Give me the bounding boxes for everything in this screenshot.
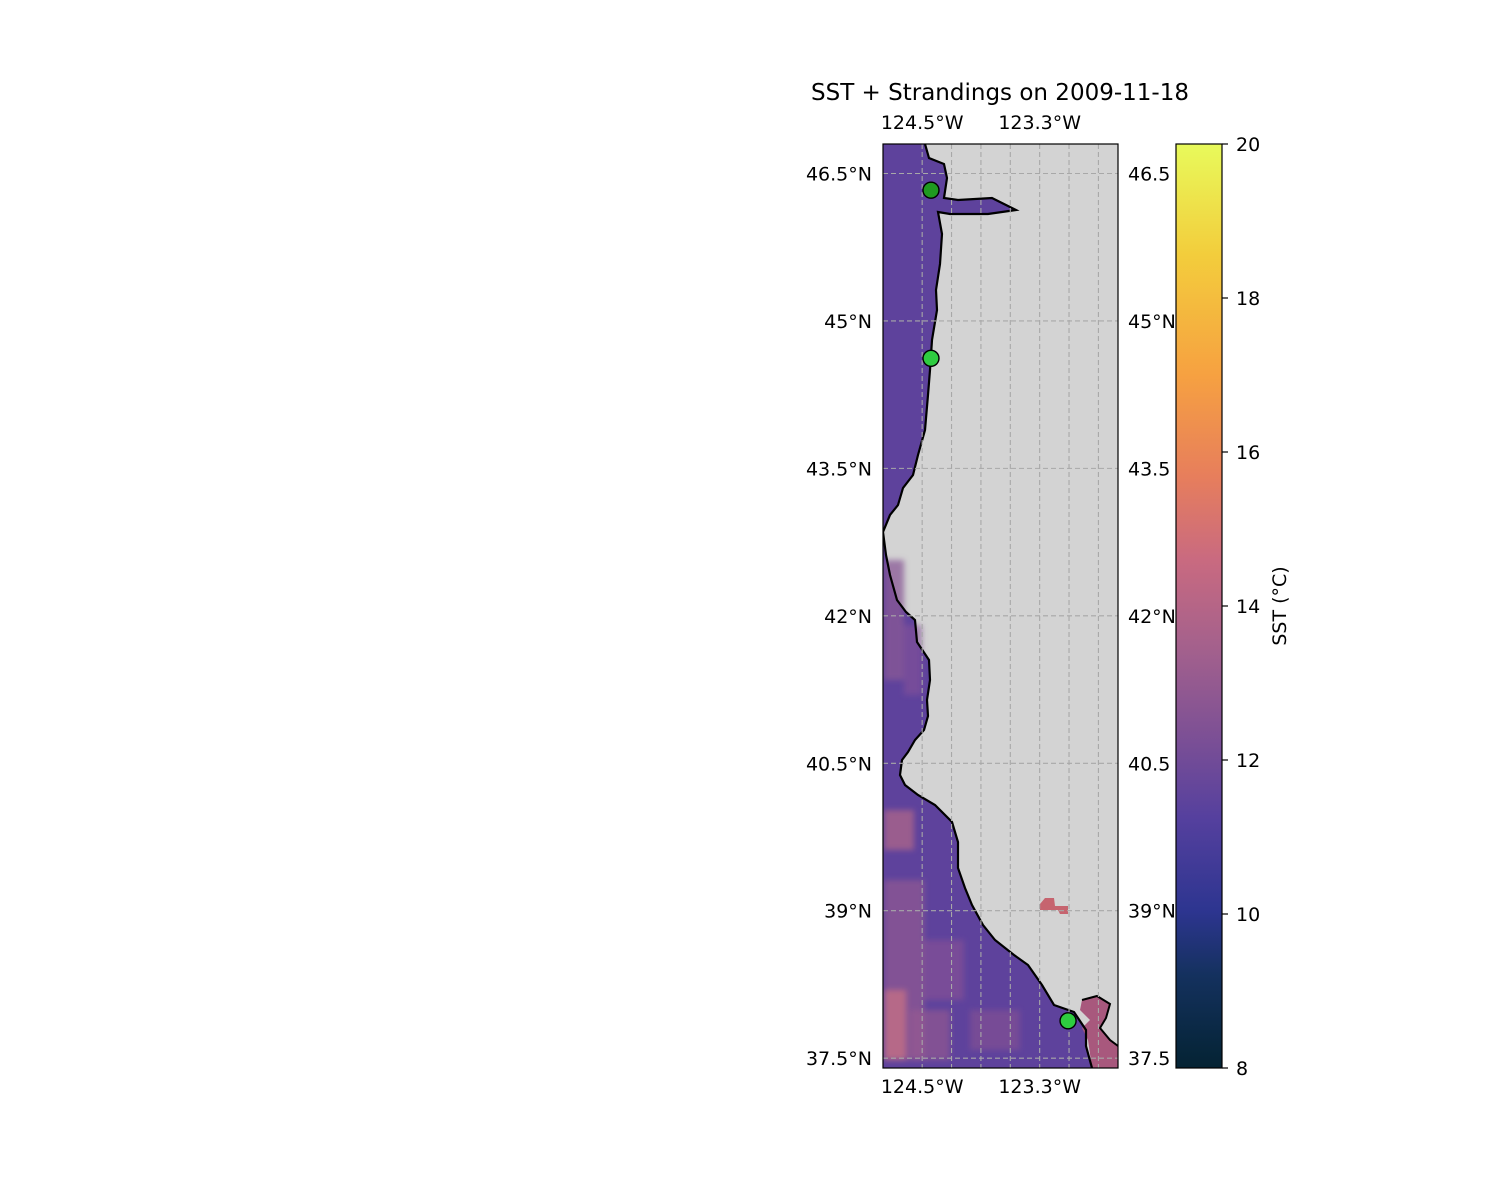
stranding-marker: [1059, 1012, 1077, 1030]
lat-tick-label-left: 37.5°N: [806, 1048, 872, 1070]
colorbar-tick-label: 20: [1236, 134, 1260, 156]
lat-tick-label-right: 45°N: [1128, 311, 1176, 333]
stranding-marker: [922, 349, 940, 367]
lat-tick-label-right: 43.5: [1128, 458, 1170, 480]
lat-tick-label-right: 39°N: [1128, 901, 1176, 923]
sst-bay-patch: [1080, 996, 1118, 1068]
lon-tick-label-top: 124.5°W: [881, 112, 964, 134]
gridlines: [883, 144, 1118, 1068]
stranding-markers: [922, 181, 1077, 1030]
lat-tick-label-left: 40.5°N: [806, 753, 872, 775]
bay-shoreline: [1081, 994, 1118, 1047]
sst-inland-patch: [1040, 898, 1068, 914]
colorbar: 8 10 12 14 16 18 20 SST (°C): [1175, 134, 1291, 1080]
lat-tick-label-left: 46.5°N: [806, 163, 872, 185]
lat-tick-label-left: 39°N: [824, 901, 872, 923]
lon-tick-label-bottom: 124.5°W: [881, 1076, 964, 1098]
lat-tick-label-right: 46.5: [1128, 163, 1170, 185]
lat-tick-label-right: 37.5: [1128, 1048, 1170, 1070]
lat-tick-label-right: 40.5: [1128, 753, 1170, 775]
colorbar-tick-label: 12: [1236, 750, 1260, 772]
sst-warm-patches: [884, 560, 1020, 1060]
lon-tick-label-bottom: 123.3°W: [998, 1076, 1081, 1098]
map-frame: [882, 143, 1119, 1069]
lat-tick-label-left: 43.5°N: [806, 458, 872, 480]
lat-tick-label-right: 42°N: [1128, 606, 1176, 628]
stranding-marker: [922, 181, 940, 199]
colorbar-tick-label: 14: [1236, 596, 1260, 618]
map-panel: [883, 144, 1118, 1068]
sst-field: [883, 144, 1118, 1068]
colorbar-ticks: 8 10 12 14 16 18 20: [1222, 134, 1260, 1080]
lat-tick-label-left: 45°N: [824, 311, 872, 333]
lat-tick-label-left: 42°N: [824, 606, 872, 628]
colorbar-gradient: [1175, 143, 1223, 1069]
sst-ocean: [883, 144, 1092, 1068]
colorbar-label: SST (°C): [1269, 566, 1291, 645]
colorbar-tick-label: 8: [1236, 1058, 1248, 1080]
map-title: SST + Strandings on 2009-11-18: [811, 80, 1189, 106]
tick-labels: 124.5°W 124.5°W 123.3°W 123.3°W 46.5°N 46.5 45…: [806, 112, 1176, 1098]
colorbar-tick-label: 10: [1236, 904, 1260, 926]
colorbar-tick-label: 18: [1236, 288, 1260, 310]
colorbar-tick-label: 16: [1236, 442, 1260, 464]
lon-tick-label-top: 123.3°W: [998, 112, 1081, 134]
